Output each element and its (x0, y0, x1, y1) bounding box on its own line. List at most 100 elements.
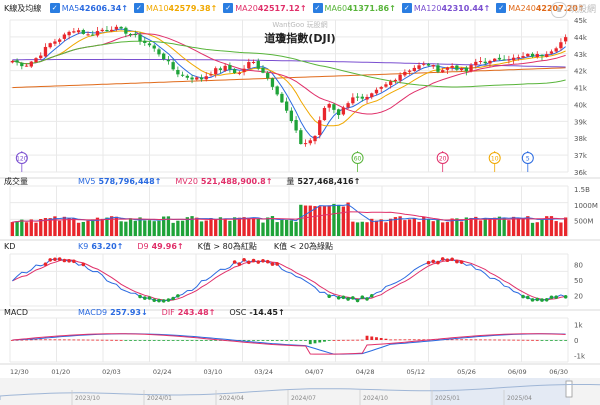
osc-bar (256, 340, 260, 341)
volume-bar (138, 217, 142, 236)
volume-bar (195, 217, 199, 236)
candle-body (228, 65, 232, 70)
osc-bar (346, 339, 350, 341)
volume-bar (563, 217, 568, 236)
kd-green-dot (351, 296, 355, 300)
candle-body (10, 61, 15, 63)
volume-bar (426, 219, 431, 236)
x-date-label: 05/12 (406, 368, 425, 376)
volume-bar (110, 216, 114, 236)
ma-legend-ma5[interactable]: MA5 42606.34↑ (44, 1, 128, 16)
osc-bar (53, 339, 57, 341)
ma120-line (12, 58, 566, 68)
osc-bar (559, 340, 563, 341)
osc-bar (162, 340, 166, 341)
kd-red-dot (67, 259, 71, 263)
kline-legend: K線及均線 MA5 42606.34↑MA10 42579.38↑MA20 42… (4, 1, 585, 16)
candle-body (180, 74, 185, 76)
k9-line (12, 258, 566, 302)
osc-bar (313, 340, 317, 344)
kd-red-dot (237, 262, 242, 266)
candle-body (62, 34, 67, 39)
osc-bar (62, 339, 66, 341)
checkbox-icon[interactable] (223, 1, 234, 15)
volume-bar (327, 205, 331, 236)
osc-bar (119, 339, 123, 341)
kd-red-dot (445, 258, 450, 263)
ma-legend-ma20[interactable]: MA20 42517.12↑ (217, 1, 307, 16)
ma-value: 42207.20↑ (535, 4, 585, 13)
osc-bar (360, 339, 364, 341)
candle-body (530, 53, 535, 57)
candle-body (322, 107, 327, 121)
candle-body (157, 49, 161, 55)
candle-body (185, 75, 189, 78)
ma-legend-items: MA5 42606.34↑MA10 42579.38↑MA20 42517.12… (44, 1, 585, 16)
candle-body (209, 74, 213, 76)
candle-body (436, 65, 440, 72)
osc-bar (86, 339, 90, 341)
osc-bar (483, 339, 487, 341)
volume-bar (199, 221, 204, 236)
candle-body (497, 57, 502, 60)
candle-body (521, 56, 525, 58)
candle-body (247, 62, 251, 69)
logo-text: 玩股網 (568, 5, 596, 15)
kd-red-dot (62, 258, 67, 263)
osc-bar (148, 340, 151, 341)
candle-body (450, 65, 454, 68)
checkbox-icon[interactable] (496, 1, 507, 15)
volume-bar (166, 216, 171, 236)
ma-name: MA5 (61, 4, 80, 13)
marker-circle (15, 152, 28, 164)
kd-red-dot (426, 260, 431, 265)
osc-bar (77, 339, 80, 341)
candle-body (43, 46, 48, 57)
candle-body (171, 62, 175, 70)
navigator-window (430, 378, 570, 405)
ma-legend-ma10[interactable]: MA10 42579.38↑ (128, 1, 217, 16)
ma-legend-ma240[interactable]: MA240 42207.20↑ (490, 1, 585, 16)
candle-body (351, 97, 355, 104)
kd-red-dot (57, 257, 62, 261)
volume-bar (247, 217, 251, 236)
ma-value: 42310.44↑ (441, 4, 491, 13)
candle-body (563, 37, 568, 42)
candle-body (119, 26, 123, 29)
ma-legend-ma60[interactable]: MA60 41371.86↑ (307, 1, 396, 16)
candle-body (341, 107, 346, 115)
candle-body (365, 96, 369, 100)
osc-bar (540, 340, 544, 341)
volume-bar (308, 205, 312, 236)
volume-bar (355, 222, 360, 236)
osc-bar (375, 337, 378, 340)
checkbox-icon[interactable] (401, 1, 412, 15)
osc-bar (181, 340, 185, 341)
kd-red-dot (270, 262, 275, 266)
checkbox-icon[interactable] (133, 1, 144, 15)
kd-green-dot (327, 294, 331, 299)
candle-body (493, 58, 497, 62)
volume-bar (114, 216, 119, 236)
candle-body (549, 51, 554, 54)
marker-label: 120 (16, 156, 28, 163)
volume-bar (459, 221, 464, 236)
checkbox-icon[interactable] (49, 1, 60, 15)
osc-bar (498, 339, 501, 341)
osc-bar (204, 340, 208, 341)
x-date-label: 02/03 (102, 368, 121, 376)
x-date-label: 05/26 (457, 368, 476, 376)
volume-bar (431, 221, 435, 236)
volume-bar (100, 218, 104, 236)
navigator-label: 2025/01 (435, 395, 460, 402)
kd-green-dot (346, 297, 350, 301)
volume-bar (540, 218, 544, 236)
macd-title: MACD (4, 308, 28, 317)
ma-legend-ma120[interactable]: MA120 42310.44↑ (396, 1, 491, 16)
volume-bar (284, 219, 289, 236)
kd-red-dot (256, 260, 261, 264)
volume-bar (313, 206, 317, 236)
volume-item-name: 量 (286, 177, 294, 186)
checkbox-icon[interactable] (312, 1, 323, 15)
